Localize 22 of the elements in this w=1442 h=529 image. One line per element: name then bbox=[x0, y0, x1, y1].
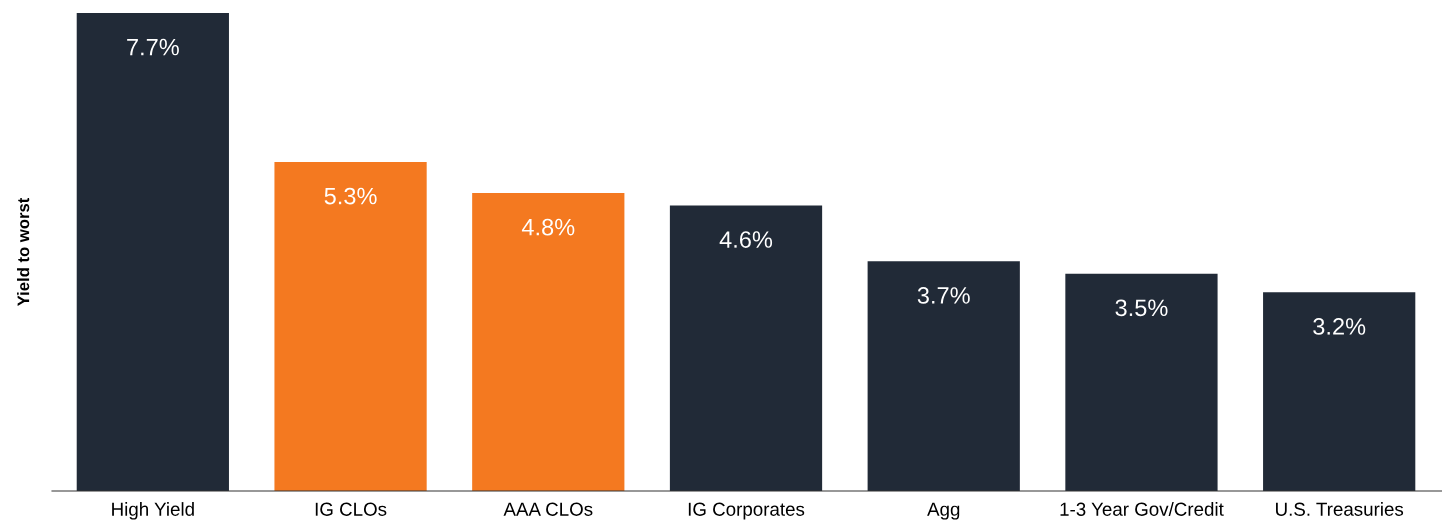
x-tick-label: Agg bbox=[927, 502, 960, 520]
x-tick-label: IG CLOs bbox=[315, 502, 387, 516]
data-label: 3.5% bbox=[1115, 299, 1168, 317]
bar bbox=[76, 13, 229, 491]
bar bbox=[472, 193, 625, 491]
data-label: 5.3% bbox=[324, 187, 377, 205]
y-axis-title: Yield to worst bbox=[17, 197, 30, 307]
data-label: 4.6% bbox=[719, 231, 773, 248]
x-tick-label: High Yield bbox=[112, 502, 194, 520]
data-label: 3.2% bbox=[1313, 318, 1366, 335]
x-tick-label: U.S. Treasuries bbox=[1276, 502, 1404, 516]
bar bbox=[1263, 292, 1416, 491]
x-tick-label: AAA CLOs bbox=[503, 502, 593, 516]
data-label: 7.7% bbox=[127, 38, 179, 56]
x-tick-label: 1-3 Year Gov/Credit bbox=[1060, 502, 1224, 516]
bar bbox=[274, 161, 427, 491]
bar bbox=[867, 261, 1020, 491]
x-tick-label: IG Corporates bbox=[688, 502, 805, 520]
data-label: 4.8% bbox=[521, 218, 575, 236]
data-label: 3.7% bbox=[917, 287, 970, 304]
bar bbox=[669, 205, 823, 491]
bar bbox=[1065, 273, 1218, 491]
